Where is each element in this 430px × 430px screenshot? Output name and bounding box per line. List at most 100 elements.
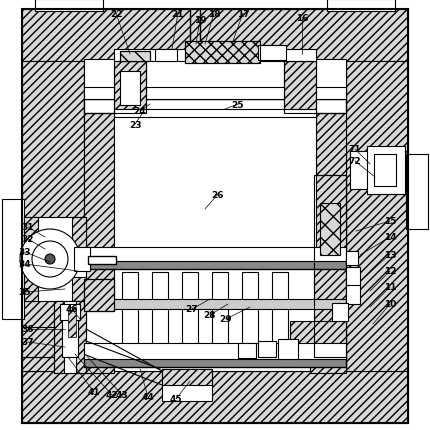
Text: 46: 46 <box>66 305 78 314</box>
Bar <box>290 321 346 357</box>
Text: 28: 28 <box>204 311 216 320</box>
Bar <box>212 272 228 360</box>
Text: 11: 11 <box>384 283 396 292</box>
Bar <box>72 277 86 301</box>
Bar <box>114 110 316 118</box>
Bar <box>346 252 358 265</box>
Text: 42: 42 <box>106 390 118 399</box>
Circle shape <box>45 255 55 264</box>
Bar <box>346 267 360 286</box>
Bar <box>22 62 84 371</box>
Bar <box>284 62 316 114</box>
Bar <box>162 369 212 401</box>
Bar <box>60 304 80 320</box>
Bar <box>120 72 140 106</box>
Bar <box>152 272 168 360</box>
Bar <box>406 155 428 230</box>
Text: 13: 13 <box>384 250 396 259</box>
Bar <box>84 86 346 100</box>
Bar <box>314 175 346 357</box>
Bar <box>22 10 408 62</box>
Text: 25: 25 <box>232 100 244 109</box>
Text: 33: 33 <box>19 248 31 257</box>
Text: 43: 43 <box>116 390 128 399</box>
Text: 27: 27 <box>186 305 198 314</box>
Bar <box>155 50 177 62</box>
Bar <box>346 62 408 371</box>
Bar <box>84 357 346 367</box>
Bar <box>22 357 84 371</box>
Bar <box>346 284 360 304</box>
Bar <box>120 52 150 62</box>
Text: 17: 17 <box>237 9 249 18</box>
Bar <box>35 0 103 12</box>
Bar <box>258 341 276 357</box>
Bar <box>272 272 288 360</box>
Text: 34: 34 <box>18 260 31 269</box>
Bar <box>327 0 395 12</box>
Text: 19: 19 <box>194 15 206 25</box>
Text: 44: 44 <box>141 393 154 402</box>
Bar <box>114 355 310 371</box>
Bar <box>24 218 38 301</box>
Text: 45: 45 <box>170 395 182 404</box>
Bar <box>350 152 368 190</box>
Text: 12: 12 <box>384 267 396 276</box>
Bar <box>310 357 346 373</box>
Bar <box>74 247 90 271</box>
Text: 35: 35 <box>19 288 31 297</box>
Bar <box>185 42 260 64</box>
Text: 41: 41 <box>88 387 100 396</box>
Bar <box>122 272 138 360</box>
Bar <box>62 317 78 357</box>
Bar <box>84 280 114 311</box>
Bar <box>114 62 146 114</box>
Bar <box>114 62 146 114</box>
Text: 22: 22 <box>110 9 122 18</box>
Bar <box>258 46 286 61</box>
Text: 29: 29 <box>220 315 232 324</box>
Bar <box>84 357 114 373</box>
Bar <box>320 203 340 255</box>
Text: 37: 37 <box>22 338 34 347</box>
Bar <box>84 62 114 311</box>
Bar <box>332 303 348 321</box>
Text: 71: 71 <box>349 145 361 154</box>
Text: 21: 21 <box>172 9 184 18</box>
Bar <box>84 259 346 269</box>
Bar <box>242 272 258 360</box>
Bar <box>182 272 198 360</box>
Bar <box>84 60 346 88</box>
Text: 72: 72 <box>349 157 361 166</box>
Bar <box>120 52 150 62</box>
Bar <box>2 200 24 319</box>
Bar <box>374 155 396 187</box>
Bar <box>84 299 346 309</box>
Bar <box>278 339 298 359</box>
Circle shape <box>20 230 80 289</box>
Bar <box>88 256 116 264</box>
Text: 26: 26 <box>212 190 224 199</box>
Bar <box>22 327 54 357</box>
Text: 14: 14 <box>384 233 396 242</box>
Text: 18: 18 <box>208 9 220 18</box>
Bar <box>284 62 316 114</box>
Bar <box>22 371 408 423</box>
Bar <box>367 147 405 194</box>
Text: 16: 16 <box>296 13 308 22</box>
Bar <box>84 247 346 261</box>
Text: 23: 23 <box>129 120 141 129</box>
Bar <box>76 301 86 373</box>
Bar <box>78 253 88 265</box>
Bar <box>185 42 260 64</box>
Bar <box>68 307 76 337</box>
Bar <box>22 10 408 423</box>
Circle shape <box>32 241 68 277</box>
Bar <box>114 112 316 261</box>
Bar <box>314 175 346 357</box>
Text: 15: 15 <box>384 217 396 226</box>
Bar <box>238 343 256 358</box>
Bar <box>114 50 316 62</box>
Bar <box>84 280 114 311</box>
Bar <box>84 343 346 359</box>
